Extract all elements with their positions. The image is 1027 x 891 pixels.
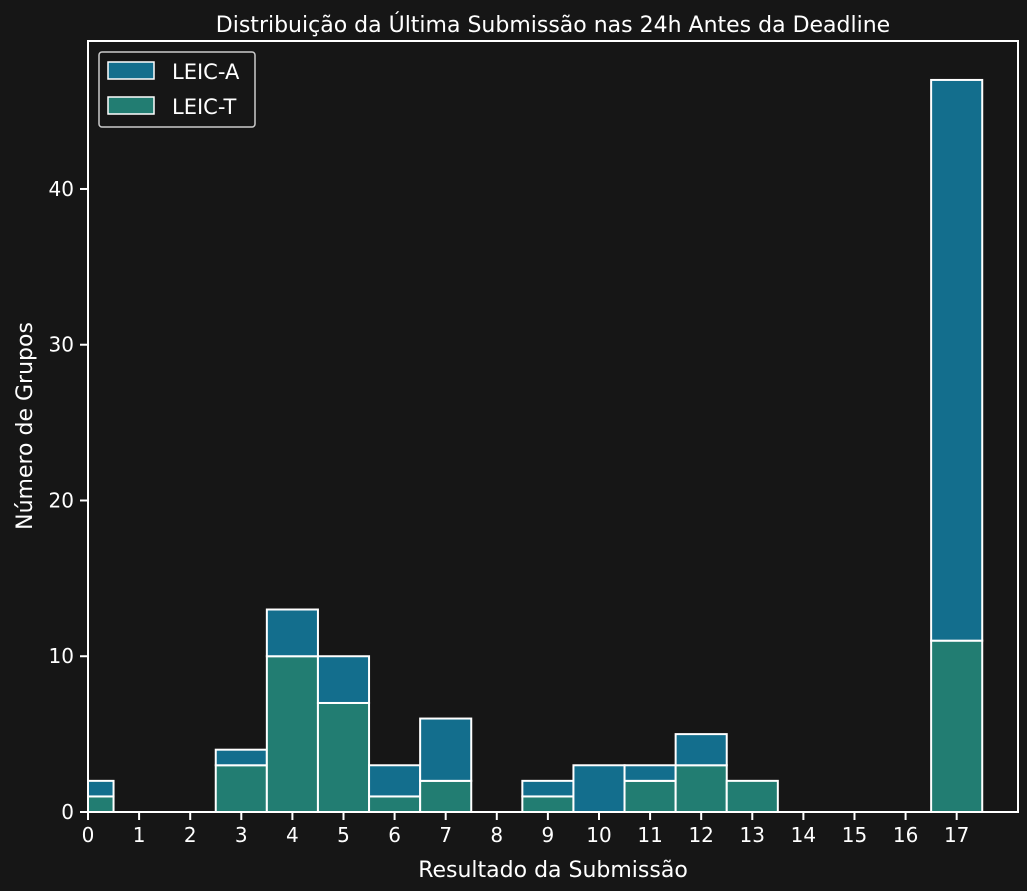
legend-swatch-leic-t: [107, 96, 155, 115]
bar-leic-a-17: [930, 78, 984, 642]
bar-leic-t-11: [623, 779, 677, 814]
y-tick-label: 20: [49, 488, 74, 512]
bar-leic-a-10: [572, 764, 626, 813]
x-tick-label: 11: [637, 823, 662, 847]
legend-label-leic-t: LEIC-T: [172, 95, 236, 119]
x-tick-label: 12: [688, 823, 713, 847]
x-tick-label: 14: [791, 823, 816, 847]
x-tick-label: 9: [542, 823, 555, 847]
x-tick-label: 10: [586, 823, 611, 847]
bar-leic-t-13: [725, 779, 779, 814]
bar-leic-t-4: [265, 655, 319, 813]
bar-leic-a-5: [316, 655, 371, 704]
x-tick-label: 0: [82, 823, 95, 847]
x-tick-label: 4: [286, 823, 299, 847]
bar-leic-t-5: [316, 701, 371, 814]
x-tick-label: 8: [490, 823, 503, 847]
x-tick-label: 2: [184, 823, 197, 847]
x-tick-label: 13: [740, 823, 765, 847]
y-axis: 0 10 20 30 40: [49, 177, 88, 824]
bar-leic-a-9: [521, 779, 575, 798]
y-tick-label: 40: [49, 177, 74, 201]
bar-leic-a-0: [87, 779, 115, 798]
legend: LEIC-A LEIC-T: [98, 51, 256, 128]
bar-leic-a-12: [674, 733, 728, 767]
y-tick-label: 0: [61, 800, 74, 824]
x-tick-label: 5: [337, 823, 350, 847]
x-tick-label: 7: [439, 823, 452, 847]
x-tick-label: 6: [388, 823, 401, 847]
x-tick-label: 3: [235, 823, 248, 847]
bars-layer: [87, 78, 984, 814]
bar-leic-a-3: [214, 748, 268, 767]
bar-leic-a-11: [623, 764, 677, 782]
bar-leic-t-6: [368, 795, 422, 814]
bar-leic-t-3: [214, 764, 268, 813]
x-axis: 0 1 2 3 4 5 6 7 8 9 10 11 12 13 14 15 16 17: [82, 812, 969, 847]
legend-label-leic-a: LEIC-A: [172, 60, 240, 84]
x-tick-label: 17: [944, 823, 969, 847]
x-tick-label: 16: [893, 823, 918, 847]
bar-leic-a-6: [368, 764, 422, 798]
bar-leic-a-7: [419, 717, 473, 782]
y-tick-label: 10: [49, 644, 74, 668]
x-axis-label: Resultado da Submissão: [418, 858, 688, 883]
bar-leic-t-9: [521, 795, 575, 814]
bar-leic-t-12: [674, 764, 728, 813]
bar-leic-t-17: [930, 639, 984, 814]
y-axis-label: Número de Grupos: [13, 322, 38, 530]
bar-leic-t-7: [419, 779, 473, 814]
legend-swatch-leic-a: [107, 61, 155, 80]
chart-title: Distribuição da Última Submissão nas 24h…: [216, 12, 890, 38]
x-tick-label: 15: [842, 823, 867, 847]
x-tick-label: 1: [133, 823, 146, 847]
bar-leic-a-4: [265, 608, 319, 658]
y-tick-label: 30: [49, 333, 74, 357]
bar-leic-t-0: [87, 795, 115, 814]
plot-frame: [87, 40, 1019, 813]
